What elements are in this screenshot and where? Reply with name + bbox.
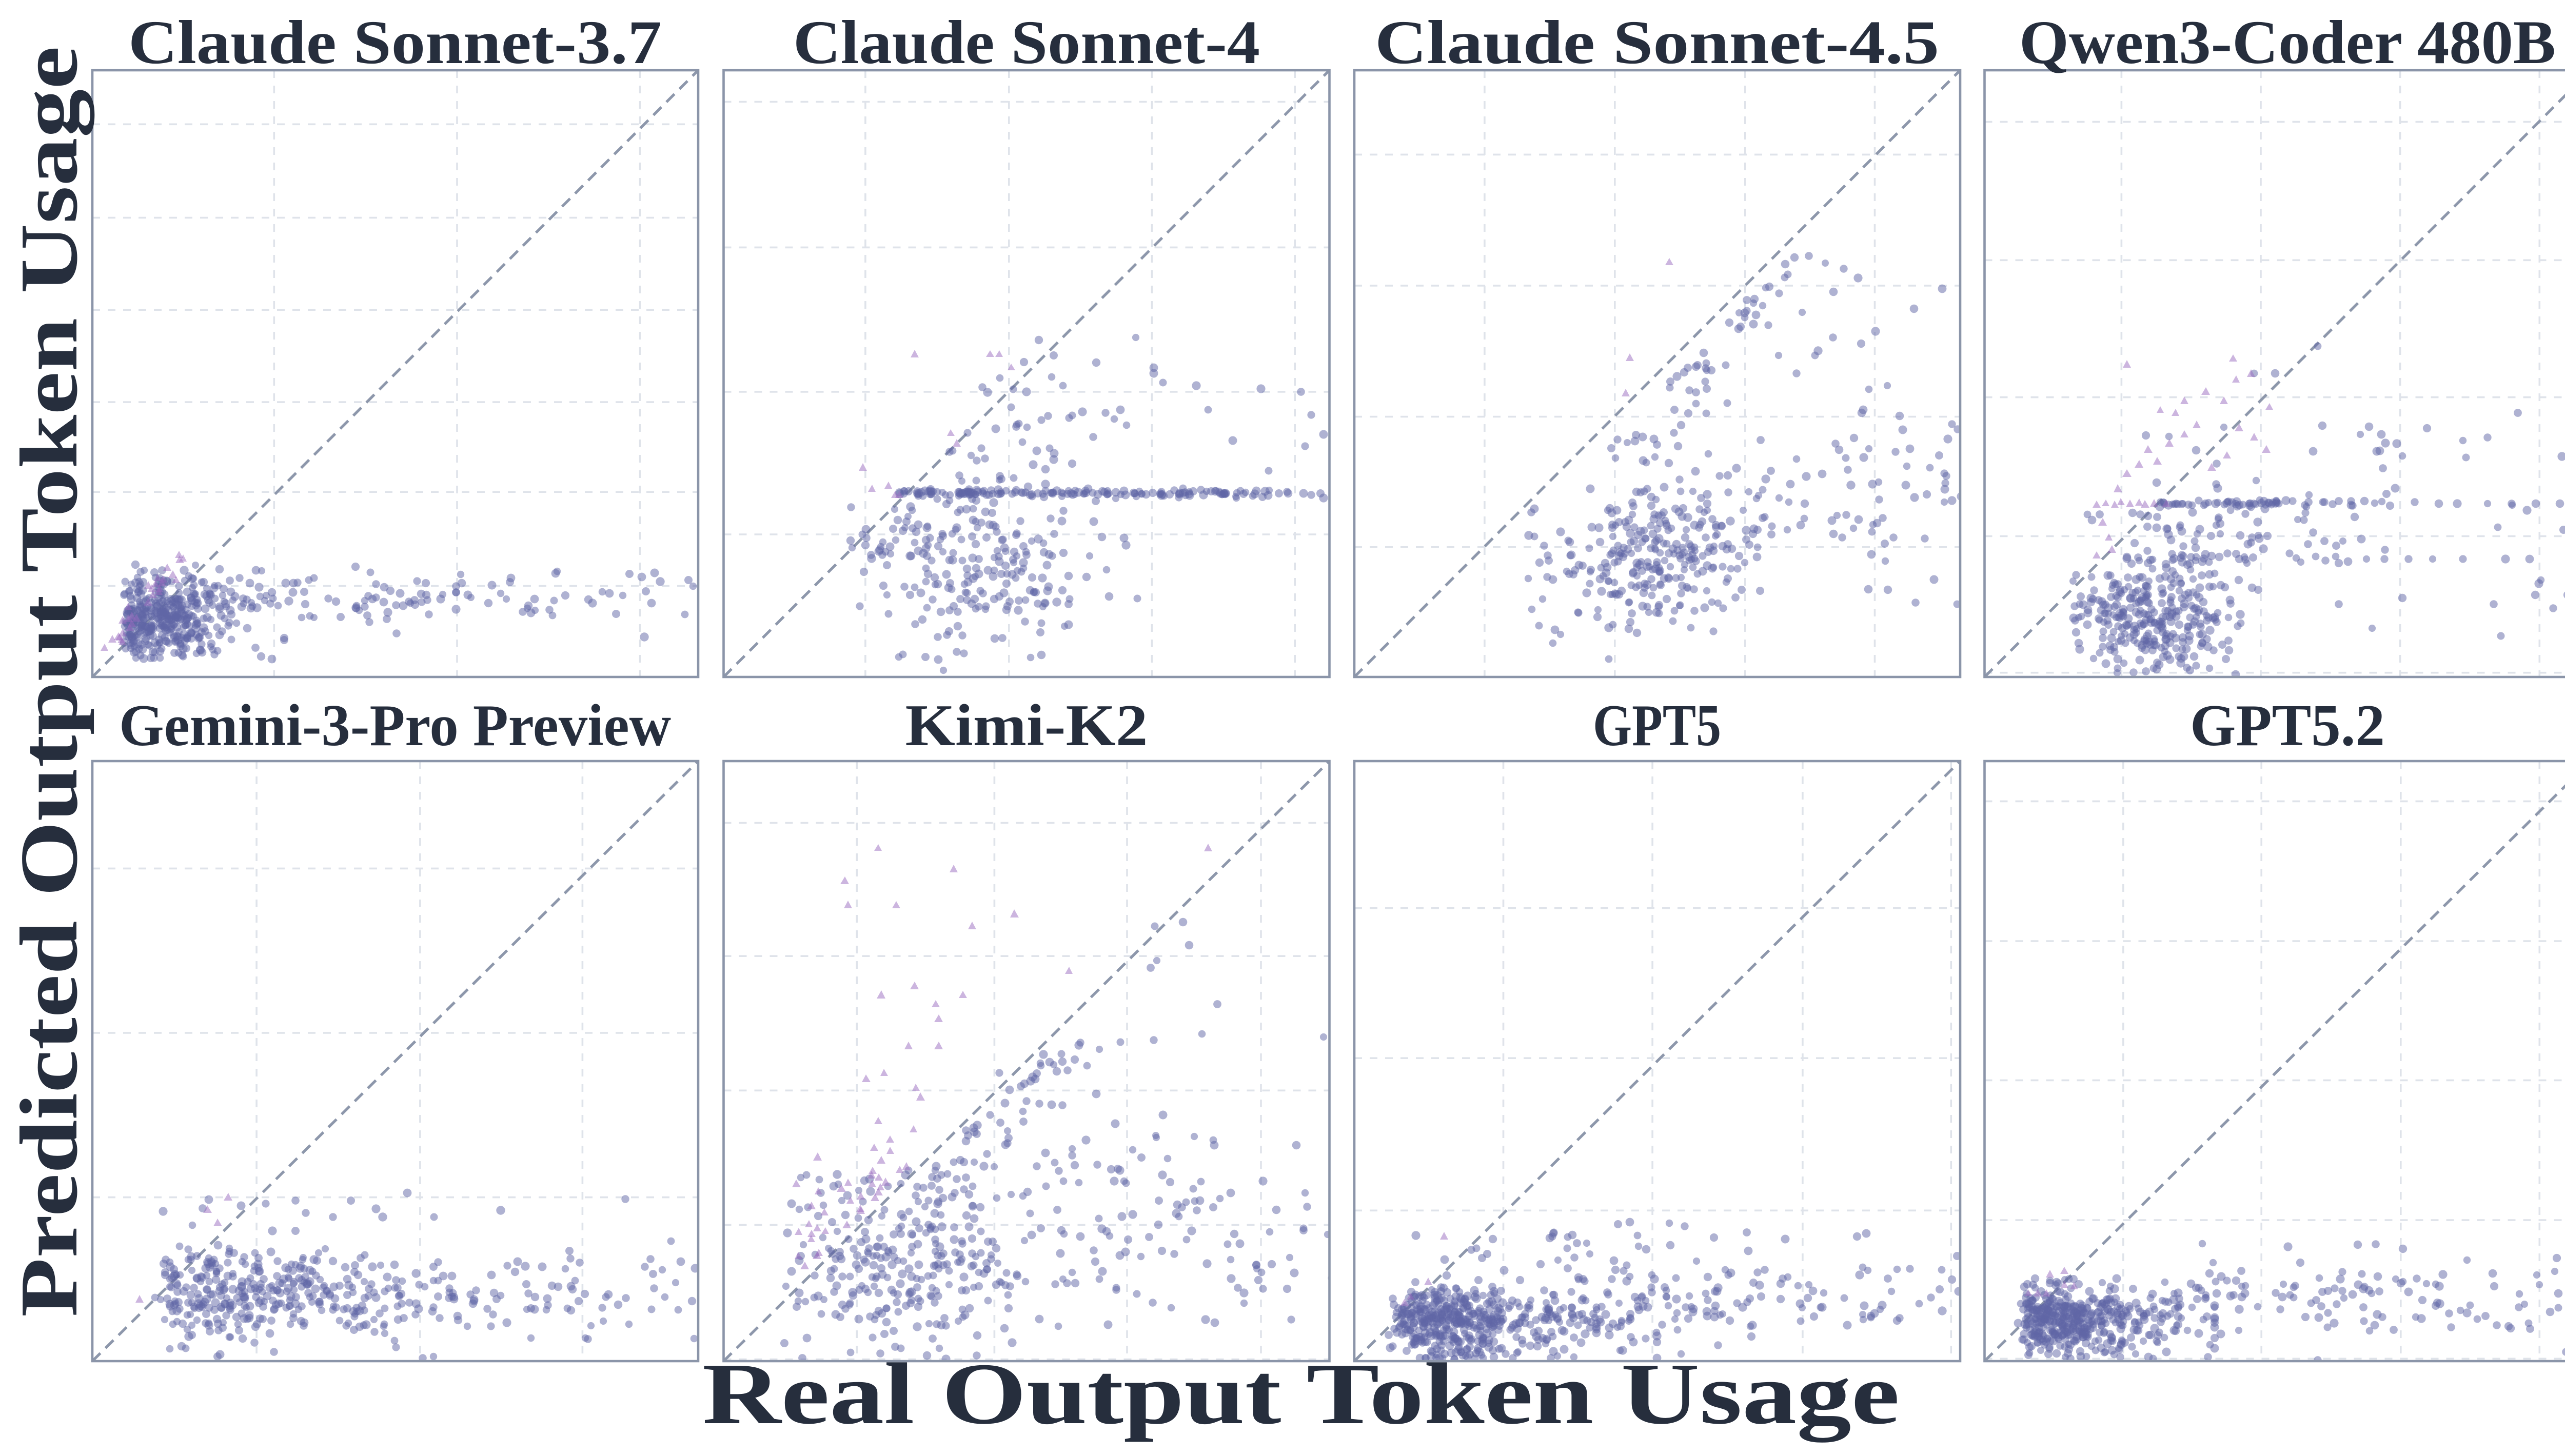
svg-text:Real Output Token Usage: Real Output Token Usage xyxy=(702,1345,1900,1443)
svg-text:Kimi-K2: Kimi-K2 xyxy=(905,693,1148,758)
svg-text:Gemini-3-Pro Preview: Gemini-3-Pro Preview xyxy=(119,693,671,758)
svg-text:Claude Sonnet-4.5: Claude Sonnet-4.5 xyxy=(1375,8,1939,77)
svg-text:Qwen3-Coder 480B: Qwen3-Coder 480B xyxy=(2019,8,2556,77)
svg-text:Predicted Output Token Usage: Predicted Output Token Usage xyxy=(3,46,95,1317)
svg-text:GPT5.2: GPT5.2 xyxy=(2190,693,2385,758)
svg-text:GPT5: GPT5 xyxy=(1593,693,1721,758)
svg-text:Claude Sonnet-3.7: Claude Sonnet-3.7 xyxy=(128,8,662,77)
svg-text:Claude Sonnet-4: Claude Sonnet-4 xyxy=(793,8,1260,77)
